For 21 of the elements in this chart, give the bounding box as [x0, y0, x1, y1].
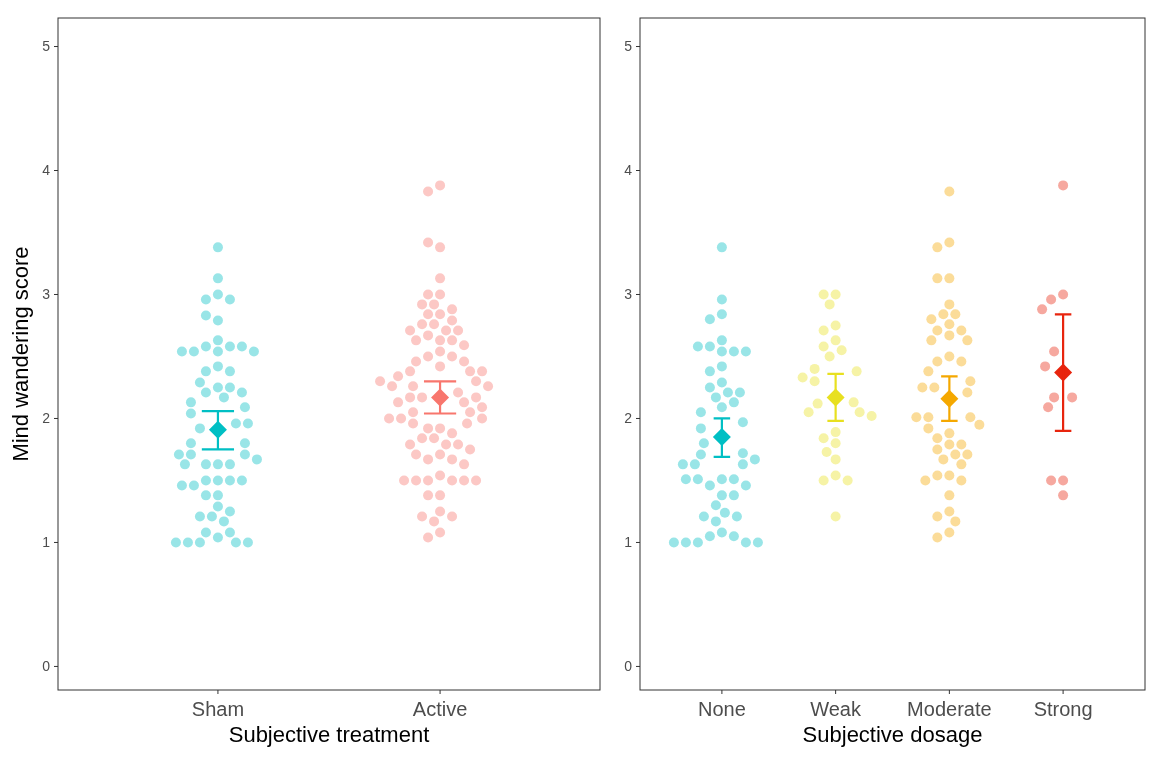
- y-axis-title: Mind wandering score: [8, 246, 33, 462]
- x-tick-label: Strong: [1033, 698, 1093, 720]
- x-tick-label: Moderate: [907, 698, 992, 720]
- y-tick-label: 2: [624, 410, 633, 427]
- y-tick-label: 2: [42, 410, 51, 427]
- y-tick-label: 3: [42, 286, 51, 303]
- x-tick-label: Sham: [191, 698, 245, 720]
- y-tick-label: 3: [624, 286, 633, 303]
- y-tick-label: 5: [624, 38, 633, 55]
- x-axis-title: Subjective dosage: [802, 722, 983, 747]
- x-tick-label: Active: [412, 698, 468, 720]
- x-tick-label: None: [697, 698, 746, 720]
- y-tick-label: 0: [624, 658, 633, 675]
- y-tick-label: 1: [42, 534, 51, 551]
- y-tick-label: 1: [624, 534, 633, 551]
- x-axis-title: Subjective treatment: [228, 722, 430, 747]
- x-tick-label: Weak: [810, 698, 863, 720]
- y-tick-label: 4: [624, 162, 633, 179]
- y-tick-label: 4: [42, 162, 51, 179]
- y-tick-label: 5: [42, 38, 51, 55]
- y-tick-label: 0: [42, 658, 51, 675]
